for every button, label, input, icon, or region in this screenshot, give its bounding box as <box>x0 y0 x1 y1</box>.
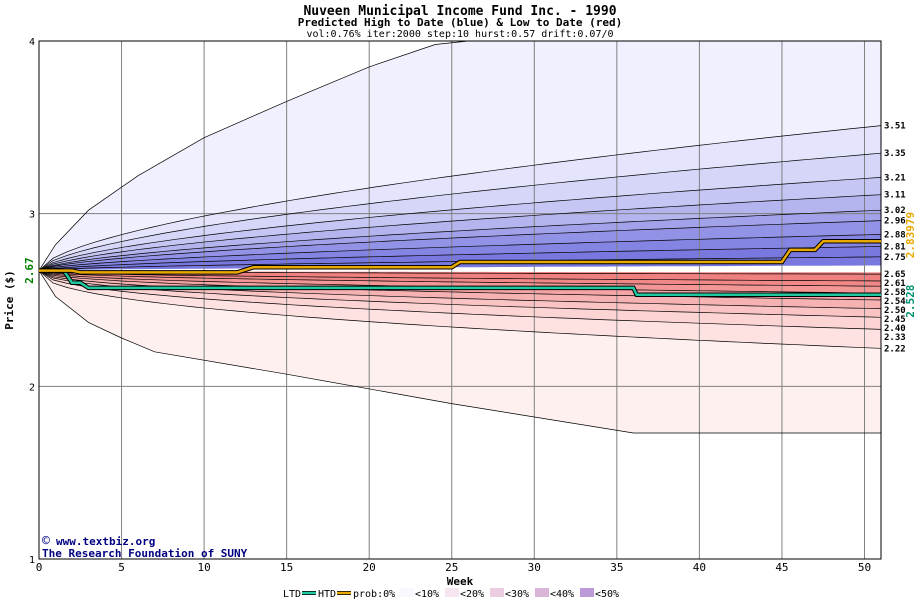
tick-labels: 0 5 10 15 20 25 30 35 40 45 50 1 2 3 4 3.51 3.35 3.21 3.11… <box>23 37 917 574</box>
x-tick-label: 35 <box>610 561 623 574</box>
low-band <box>39 270 881 318</box>
high-band-label: 3.02 <box>884 206 906 216</box>
percentile-line <box>38 234 882 271</box>
legend-band-label: <30% <box>505 589 529 600</box>
x-tick-label: 40 <box>693 561 706 574</box>
x-tick-label: 20 <box>363 561 376 574</box>
probability-bands <box>39 41 881 559</box>
watermark: © www.textbiz.org The Research Foundatio… <box>42 534 248 560</box>
high-band-label: 3.21 <box>884 173 906 183</box>
high-band <box>39 125 881 271</box>
low-band <box>39 270 881 309</box>
high-band <box>39 41 881 271</box>
low-band <box>39 270 881 294</box>
start-price-label: 2.67 <box>23 257 36 284</box>
high-band-label: 3.51 <box>884 122 906 132</box>
legend-band-label: <20% <box>460 589 484 600</box>
x-axis-label: Week <box>447 575 474 588</box>
legend: LTD HTD prob:0% <10% <20% <30% <40% <50% <box>283 588 619 600</box>
legend-ltd-label: LTD <box>283 589 301 600</box>
low-band-label: 2.45 <box>884 315 906 325</box>
x-tick-label: 45 <box>775 561 788 574</box>
y-tick-label: 4 <box>29 37 35 48</box>
percentile-line <box>38 270 882 287</box>
y-tick-label: 2 <box>29 382 35 393</box>
legend-band-label: <40% <box>550 589 574 600</box>
low-band <box>39 270 881 433</box>
low-band <box>39 270 881 330</box>
x-tick-label: 5 <box>118 561 125 574</box>
watermark-url: www.textbiz.org <box>56 535 155 548</box>
percentile-line <box>38 177 882 271</box>
low-band-label: 2.61 <box>884 279 906 289</box>
high-band <box>39 234 881 271</box>
chart-subtitle: Predicted High to Date (blue) & Low to D… <box>298 16 623 29</box>
legend-band-label: <10% <box>415 589 439 600</box>
chart-params: vol:0.76% iter:2000 step:10 hurst:0.57 d… <box>306 29 613 40</box>
low-band <box>39 270 881 349</box>
x-tick-label: 30 <box>528 561 541 574</box>
low-band-label: 2.33 <box>884 333 906 343</box>
y-tick-label: 1 <box>29 555 35 566</box>
high-band <box>39 177 881 271</box>
high-band-label: 3.11 <box>884 191 906 201</box>
percentile-line <box>38 125 882 271</box>
legend-band-swatch <box>490 588 504 597</box>
percentile-line <box>38 220 882 271</box>
x-tick-label: 50 <box>858 561 871 574</box>
series-lines <box>38 40 882 434</box>
legend-htd-label: HTD <box>318 589 336 600</box>
high-band-label: 2.96 <box>884 217 906 227</box>
legend-band-swatch <box>580 588 594 597</box>
low-band <box>39 270 881 275</box>
legend-band-swatch <box>445 588 459 597</box>
watermark-org: The Research Foundation of SUNY <box>42 547 248 560</box>
high-band <box>39 220 881 271</box>
low-band-label: 2.54 <box>884 297 906 307</box>
percentile-line <box>38 270 882 318</box>
percentile-line <box>38 270 881 434</box>
high-band-label: 2.75 <box>884 253 906 263</box>
y-axis-label: Price ($) <box>3 270 16 330</box>
percentile-line <box>38 270 882 349</box>
high-band-label: 2.88 <box>884 230 906 240</box>
percentile-line <box>38 209 882 271</box>
low-band-label: 2.65 <box>884 270 906 280</box>
percentile-line <box>38 194 882 271</box>
x-tick-label: 25 <box>445 561 458 574</box>
high-band <box>39 153 881 271</box>
legend-band-swatch <box>535 588 549 597</box>
percentile-line <box>38 270 882 301</box>
percentile-line <box>38 270 882 330</box>
x-tick-label: 0 <box>36 561 43 574</box>
htd-last-label: 2.83979 <box>904 212 917 258</box>
percentile-line <box>38 152 882 271</box>
ltd-last-label: 2.528 <box>904 285 917 318</box>
percentile-line <box>38 270 882 282</box>
chart-title: Nuveen Municipal Income Fund Inc. - 1990 <box>303 4 616 19</box>
legend-band-swatch <box>400 588 414 597</box>
low-band <box>39 270 881 281</box>
percentile-line <box>38 246 882 271</box>
y-tick-label: 3 <box>29 210 35 221</box>
htd-line <box>39 240 881 274</box>
copyright-icon: © <box>42 534 50 549</box>
x-tick-label: 10 <box>197 561 210 574</box>
percentile-line <box>38 40 881 271</box>
x-tick-label: 15 <box>280 561 293 574</box>
low-band-label: 2.50 <box>884 306 906 316</box>
low-band-label: 2.58 <box>884 288 906 298</box>
legend-prob-label: prob:0% <box>353 589 395 600</box>
high-band <box>39 210 881 271</box>
legend-band-label: <50% <box>595 589 619 600</box>
high-band-label: 3.35 <box>884 149 906 159</box>
low-band-label: 2.22 <box>884 344 906 354</box>
high-band-label: 2.81 <box>884 242 906 252</box>
low-band-label: 2.40 <box>884 324 906 334</box>
